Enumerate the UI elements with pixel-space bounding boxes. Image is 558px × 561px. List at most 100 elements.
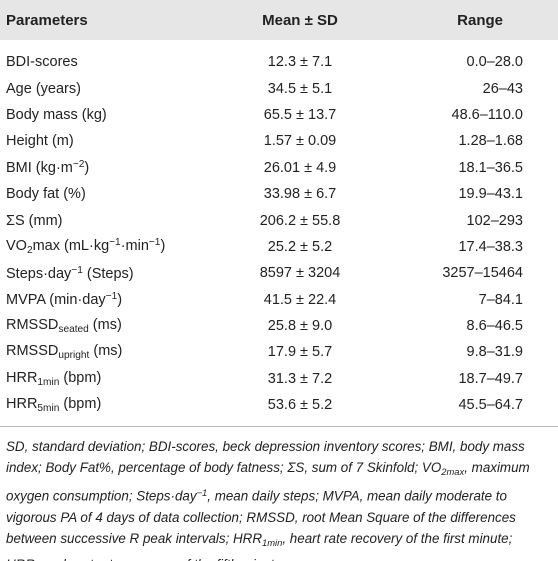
- text: ): [117, 292, 123, 309]
- text: MVPA (min·day: [6, 292, 106, 309]
- table-row: BDI-scores 12.3 ± 7.1 0.0–28.0: [0, 49, 558, 75]
- header-cell: Range: [457, 11, 503, 29]
- table-row: VO2max (mL·kg−1·min−1) 25.2 ± 5.2 17.4–38.…: [0, 234, 558, 260]
- mean-cell: 206.2 ± 55.8: [259, 212, 341, 229]
- text: Age (years): [6, 80, 81, 97]
- parameter-cell: Body fat (%): [0, 186, 256, 202]
- rule: [0, 426, 558, 428]
- range-cell: 3257–15464: [442, 265, 523, 282]
- parameter-cell: BDI-scores: [0, 54, 256, 70]
- table-row: Height (m) 1.57 ± 0.09 1.28–1.68: [0, 128, 558, 154]
- subscript: 1min: [262, 537, 283, 548]
- superscript: −1: [105, 291, 118, 303]
- parameter-cell: Height (m): [0, 133, 256, 149]
- text: , heart rate recovery of the fifth minut…: [55, 557, 285, 561]
- text: BMI (kg·m: [6, 160, 73, 177]
- table-row: MVPA (min·day−1) 41.5 ± 22.4 7–84.1: [0, 287, 558, 313]
- range-cell: 48.6–110.0: [451, 106, 524, 123]
- parameter-cell: ΣS (mm): [0, 213, 256, 229]
- text: (ms): [89, 343, 123, 360]
- superscript: −1: [109, 237, 121, 249]
- range-cell: 1.28–1.68: [458, 133, 523, 150]
- parameter-cell: HRR5min (bpm): [0, 396, 256, 414]
- parameter-cell: RMSSDseated (ms): [0, 317, 256, 335]
- mean-cell: 1.57 ± 0.09: [263, 133, 337, 150]
- mean-cell: 17.9 ± 5.7: [267, 344, 333, 361]
- range-cell: 102–293: [466, 212, 523, 229]
- range-cell: 7–84.1: [478, 291, 523, 308]
- footnote: SD, standard deviation; BDI-scores, beck…: [0, 427, 558, 561]
- range-cell: 8.6–46.5: [466, 318, 523, 335]
- text: (Steps): [82, 265, 134, 282]
- parameter-cell: Steps·day−1 (Steps): [0, 265, 256, 282]
- table: Parameters Mean ± SD Range BDI-scores 12.3 ±…: [0, 0, 558, 418]
- header-cell: Parameters: [6, 11, 88, 29]
- table-row: HRR1min (bpm) 31.3 ± 7.2 18.7–49.7: [0, 366, 558, 392]
- text: , mean daily steps; MVPA, mean daily mod…: [6, 488, 516, 546]
- superscript: −1: [196, 488, 208, 499]
- mean-cell: 53.6 ± 5.2: [267, 397, 333, 414]
- text: max (mL·kg: [32, 238, 110, 255]
- text: (ms): [88, 317, 122, 334]
- text: (bpm): [59, 369, 102, 386]
- superscript: −2: [72, 159, 85, 171]
- mean-cell: 12.3 ± 7.1: [267, 54, 333, 71]
- subscript: 5min: [37, 403, 60, 415]
- header-cell: Mean ± SD: [262, 11, 338, 29]
- parameter-cell: HRR1min (bpm): [0, 370, 256, 388]
- parameter-cell: MVPA (min·day−1): [0, 291, 256, 308]
- text: Body fat (%): [6, 186, 86, 203]
- subscript: 2max: [441, 467, 465, 478]
- text: RMSSD: [6, 317, 59, 334]
- range-cell: 26–43: [482, 80, 523, 97]
- mean-cell: 26.01 ± 4.9: [263, 159, 337, 176]
- text: BDI-scores: [6, 54, 78, 71]
- mean-cell: 65.5 ± 13.7: [263, 106, 337, 123]
- range-cell: 19.9–43.1: [458, 186, 523, 203]
- text: HRR: [6, 396, 38, 413]
- table-row: BMI (kg·m−2) 26.01 ± 4.9 18.1–36.5: [0, 155, 558, 181]
- text: ·min: [120, 238, 149, 255]
- header-row: Parameters Mean ± SD Range: [0, 0, 558, 40]
- text: Height (m): [6, 133, 74, 150]
- subscript: seated: [58, 324, 89, 336]
- text: HRR: [6, 369, 38, 386]
- range-cell: 9.8–31.9: [466, 344, 523, 361]
- text: , maximum oxygen consumption; Steps·day: [6, 460, 530, 504]
- parameter-cell: VO2max (mL·kg−1·min−1): [0, 237, 256, 256]
- text: Steps·day: [6, 265, 72, 282]
- mean-cell: 33.98 ± 6.7: [263, 186, 337, 203]
- text: RMSSD: [6, 343, 59, 360]
- mean-cell: 25.8 ± 9.0: [267, 318, 333, 335]
- text: SD, standard deviation; BDI-scores, beck…: [6, 439, 525, 476]
- subscript: 1min: [37, 376, 60, 388]
- table-row: RMSSDseated (ms) 25.8 ± 9.0 8.6–46.5: [0, 313, 558, 339]
- text: (bpm): [59, 396, 102, 413]
- parameter-cell: BMI (kg·m−2): [0, 159, 256, 176]
- range-cell: 17.4–38.3: [458, 238, 523, 255]
- text: VO: [6, 238, 27, 255]
- subscript: upright: [58, 350, 90, 362]
- table-row: Age (years) 34.5 ± 5.1 26–43: [0, 75, 558, 101]
- table-row: RMSSDupright (ms) 17.9 ± 5.7 9.8–31.9: [0, 339, 558, 365]
- text: Body mass (kg): [6, 106, 107, 123]
- range-cell: 18.7–49.7: [458, 370, 523, 387]
- table-row: Body mass (kg) 65.5 ± 13.7 48.6–110.0: [0, 102, 558, 128]
- table-row: ΣS (mm) 206.2 ± 55.8 102–293: [0, 207, 558, 233]
- mean-cell: 34.5 ± 5.1: [267, 80, 333, 97]
- parameter-cell: Body mass (kg): [0, 107, 256, 123]
- table-row: HRR5min (bpm) 53.6 ± 5.2 45.5–64.7: [0, 392, 558, 418]
- text: ΣS (mm): [6, 212, 63, 229]
- text: ): [84, 160, 90, 177]
- range-cell: 45.5–64.7: [458, 397, 523, 414]
- range-cell: 0.0–28.0: [466, 54, 523, 71]
- subscript: 2: [26, 245, 33, 257]
- parameter-cell: RMSSDupright (ms): [0, 343, 256, 361]
- parameter-cell: Age (years): [0, 81, 256, 97]
- superscript: −1: [148, 237, 161, 249]
- mean-cell: 41.5 ± 22.4: [263, 291, 337, 308]
- text: ): [160, 238, 166, 255]
- mean-cell: 25.2 ± 5.2: [267, 238, 333, 255]
- mean-cell: 8597 ± 3204: [259, 265, 341, 282]
